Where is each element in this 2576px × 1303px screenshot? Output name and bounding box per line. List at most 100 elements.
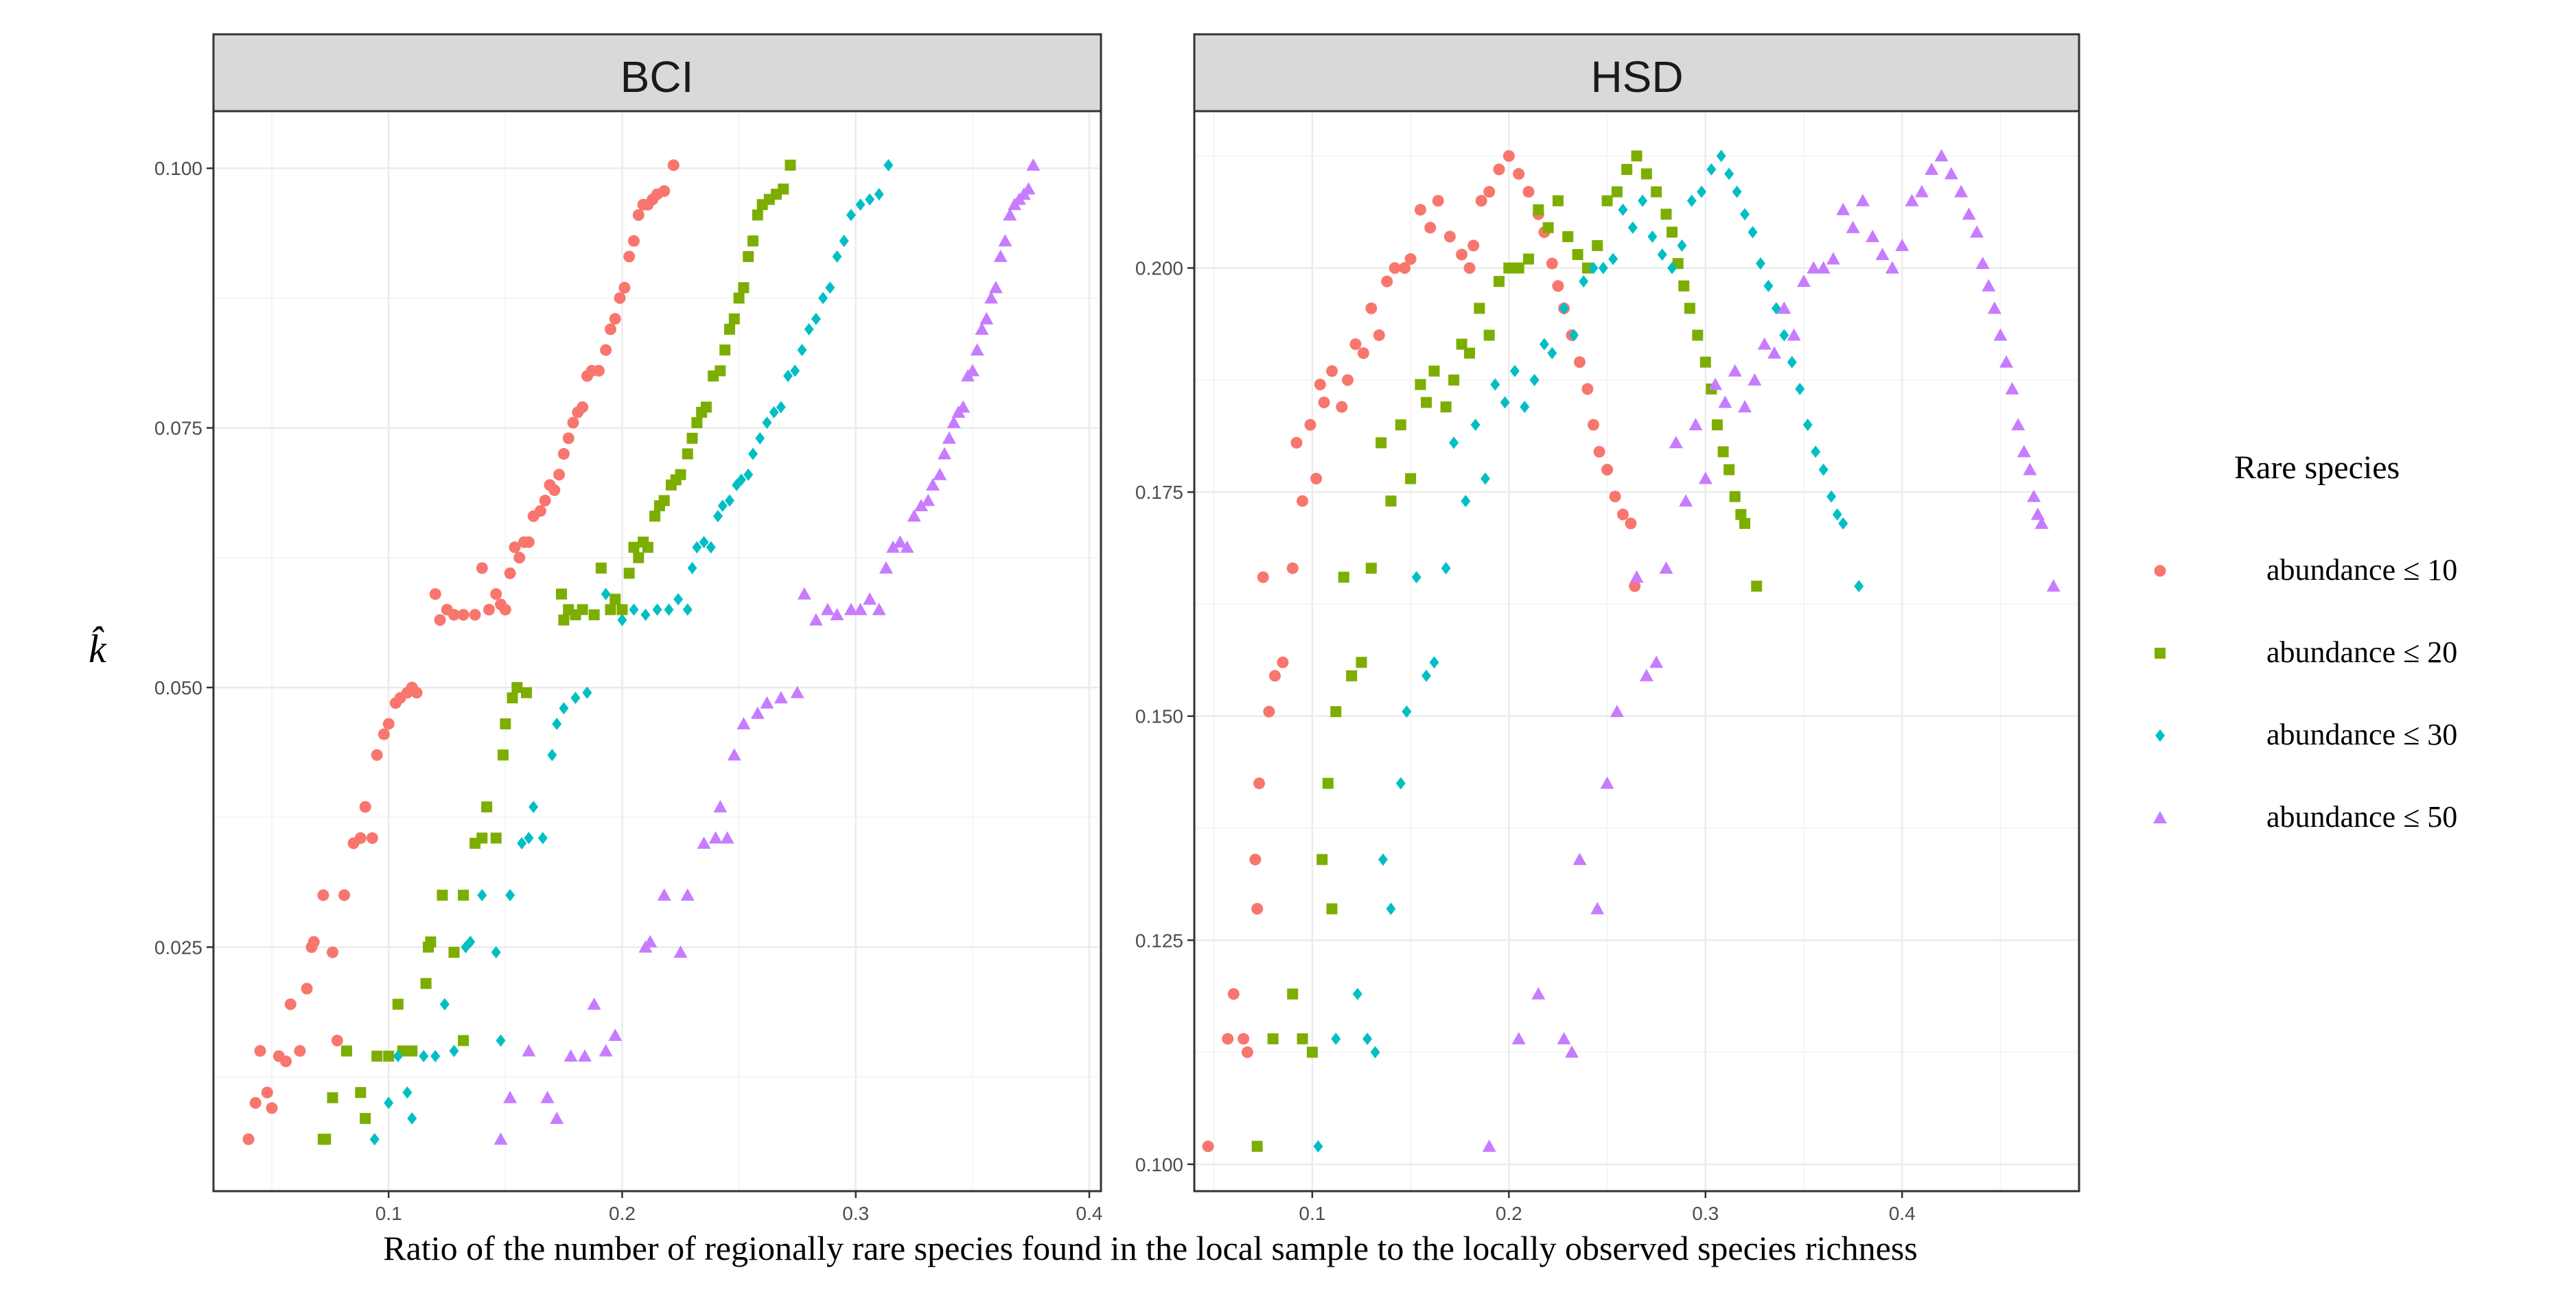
legend-key-1 [2154,565,2166,577]
data-point [242,1133,255,1145]
data-point [720,831,734,844]
data-point [1502,150,1515,162]
data-point [588,609,600,621]
data-point [605,604,616,615]
data-point [728,313,740,325]
data-point [1738,400,1752,413]
data-point [601,587,611,600]
data-point [1552,195,1564,207]
data-point [1482,1139,1496,1152]
data-point [1885,261,1899,274]
data-point [853,602,868,615]
data-point [1564,1045,1579,1058]
data-point [1456,248,1468,261]
data-point [783,369,793,382]
x-tick-label: 0.3 [842,1203,869,1224]
data-point [1767,346,1782,359]
data-point [825,281,835,294]
data-point [1616,508,1629,521]
data-point [1832,508,1842,521]
data-point [1846,220,1860,233]
data-point [553,469,566,481]
data-point [1263,705,1275,718]
data-point [1777,301,1791,314]
data-point [1697,185,1707,198]
data-point [1647,230,1658,243]
data-point [1593,445,1605,458]
data-point [797,344,807,357]
data-point [750,706,765,719]
data-point [1310,473,1323,485]
data-point [1638,194,1648,207]
data-point [1316,854,1328,865]
data-point [632,209,645,221]
data-point [1356,657,1367,668]
data-point [865,193,875,206]
axis-ticks: 0.1 0.2 0.3 0.4 0.025 0.050 0.075 0.100 [154,158,1103,1224]
panel-hsd: HSD 0.1 0.2 0.3 0.4 0.100 0.125 0.150 0.175 0.200 [1135,33,2080,1224]
data-point [811,312,821,325]
data-point [1581,262,1593,274]
data-point [378,728,390,740]
data-point [1718,395,1732,408]
data-point [1811,445,1821,458]
data-point [1678,280,1690,292]
data-point [557,447,570,460]
data-point [1370,1046,1380,1059]
data-point [1795,382,1805,395]
data-point [1627,221,1638,234]
data-point [1503,262,1515,274]
data-point [1669,436,1683,449]
data-point [979,312,994,325]
data-point [778,183,789,195]
x-tick-label: 0.4 [1076,1203,1103,1224]
data-point [1346,670,1358,681]
data-point [1428,365,1440,377]
data-point [1684,303,1695,314]
data-point [675,469,686,480]
data-point [564,1049,578,1062]
data-point [1241,1046,1253,1059]
data-point [956,400,971,413]
data-point [1456,338,1467,350]
data-point [1003,208,1017,221]
data-point [511,681,523,693]
data-point [1287,988,1299,1000]
data-point [1522,253,1534,265]
data-point [673,945,688,958]
data-point [790,685,804,699]
data-point [623,250,636,263]
data-point [804,322,814,336]
data-point [657,888,671,901]
data-point [844,602,858,615]
data-point [1601,463,1614,476]
y-tick-label: 0.150 [1135,706,1183,727]
y-axis-label: k̂ [89,626,107,671]
data-point [673,593,684,606]
x-axis-label: Ratio of the number of regionally rare s… [383,1229,1917,1267]
data-point [327,1092,338,1103]
data-point [1836,202,1850,215]
data-point [406,1045,418,1057]
data-point [1381,275,1393,287]
data-point [1686,194,1697,207]
data-point [1385,495,1397,507]
data-point [1610,705,1624,718]
data-point [1463,262,1476,274]
data-point [491,946,501,959]
data-point [629,603,639,616]
data-point [1855,193,1870,207]
data-point [933,467,947,480]
data-point [1021,182,1036,195]
data-point [1692,329,1704,341]
data-point [1402,705,1412,718]
data-point [503,1090,518,1103]
data-point [1618,203,1628,216]
data-point [1522,186,1535,198]
data-point [1573,852,1587,865]
data-point [1314,378,1326,390]
data-point [830,608,844,621]
data-point [1608,253,1618,266]
data-point [1581,383,1594,395]
